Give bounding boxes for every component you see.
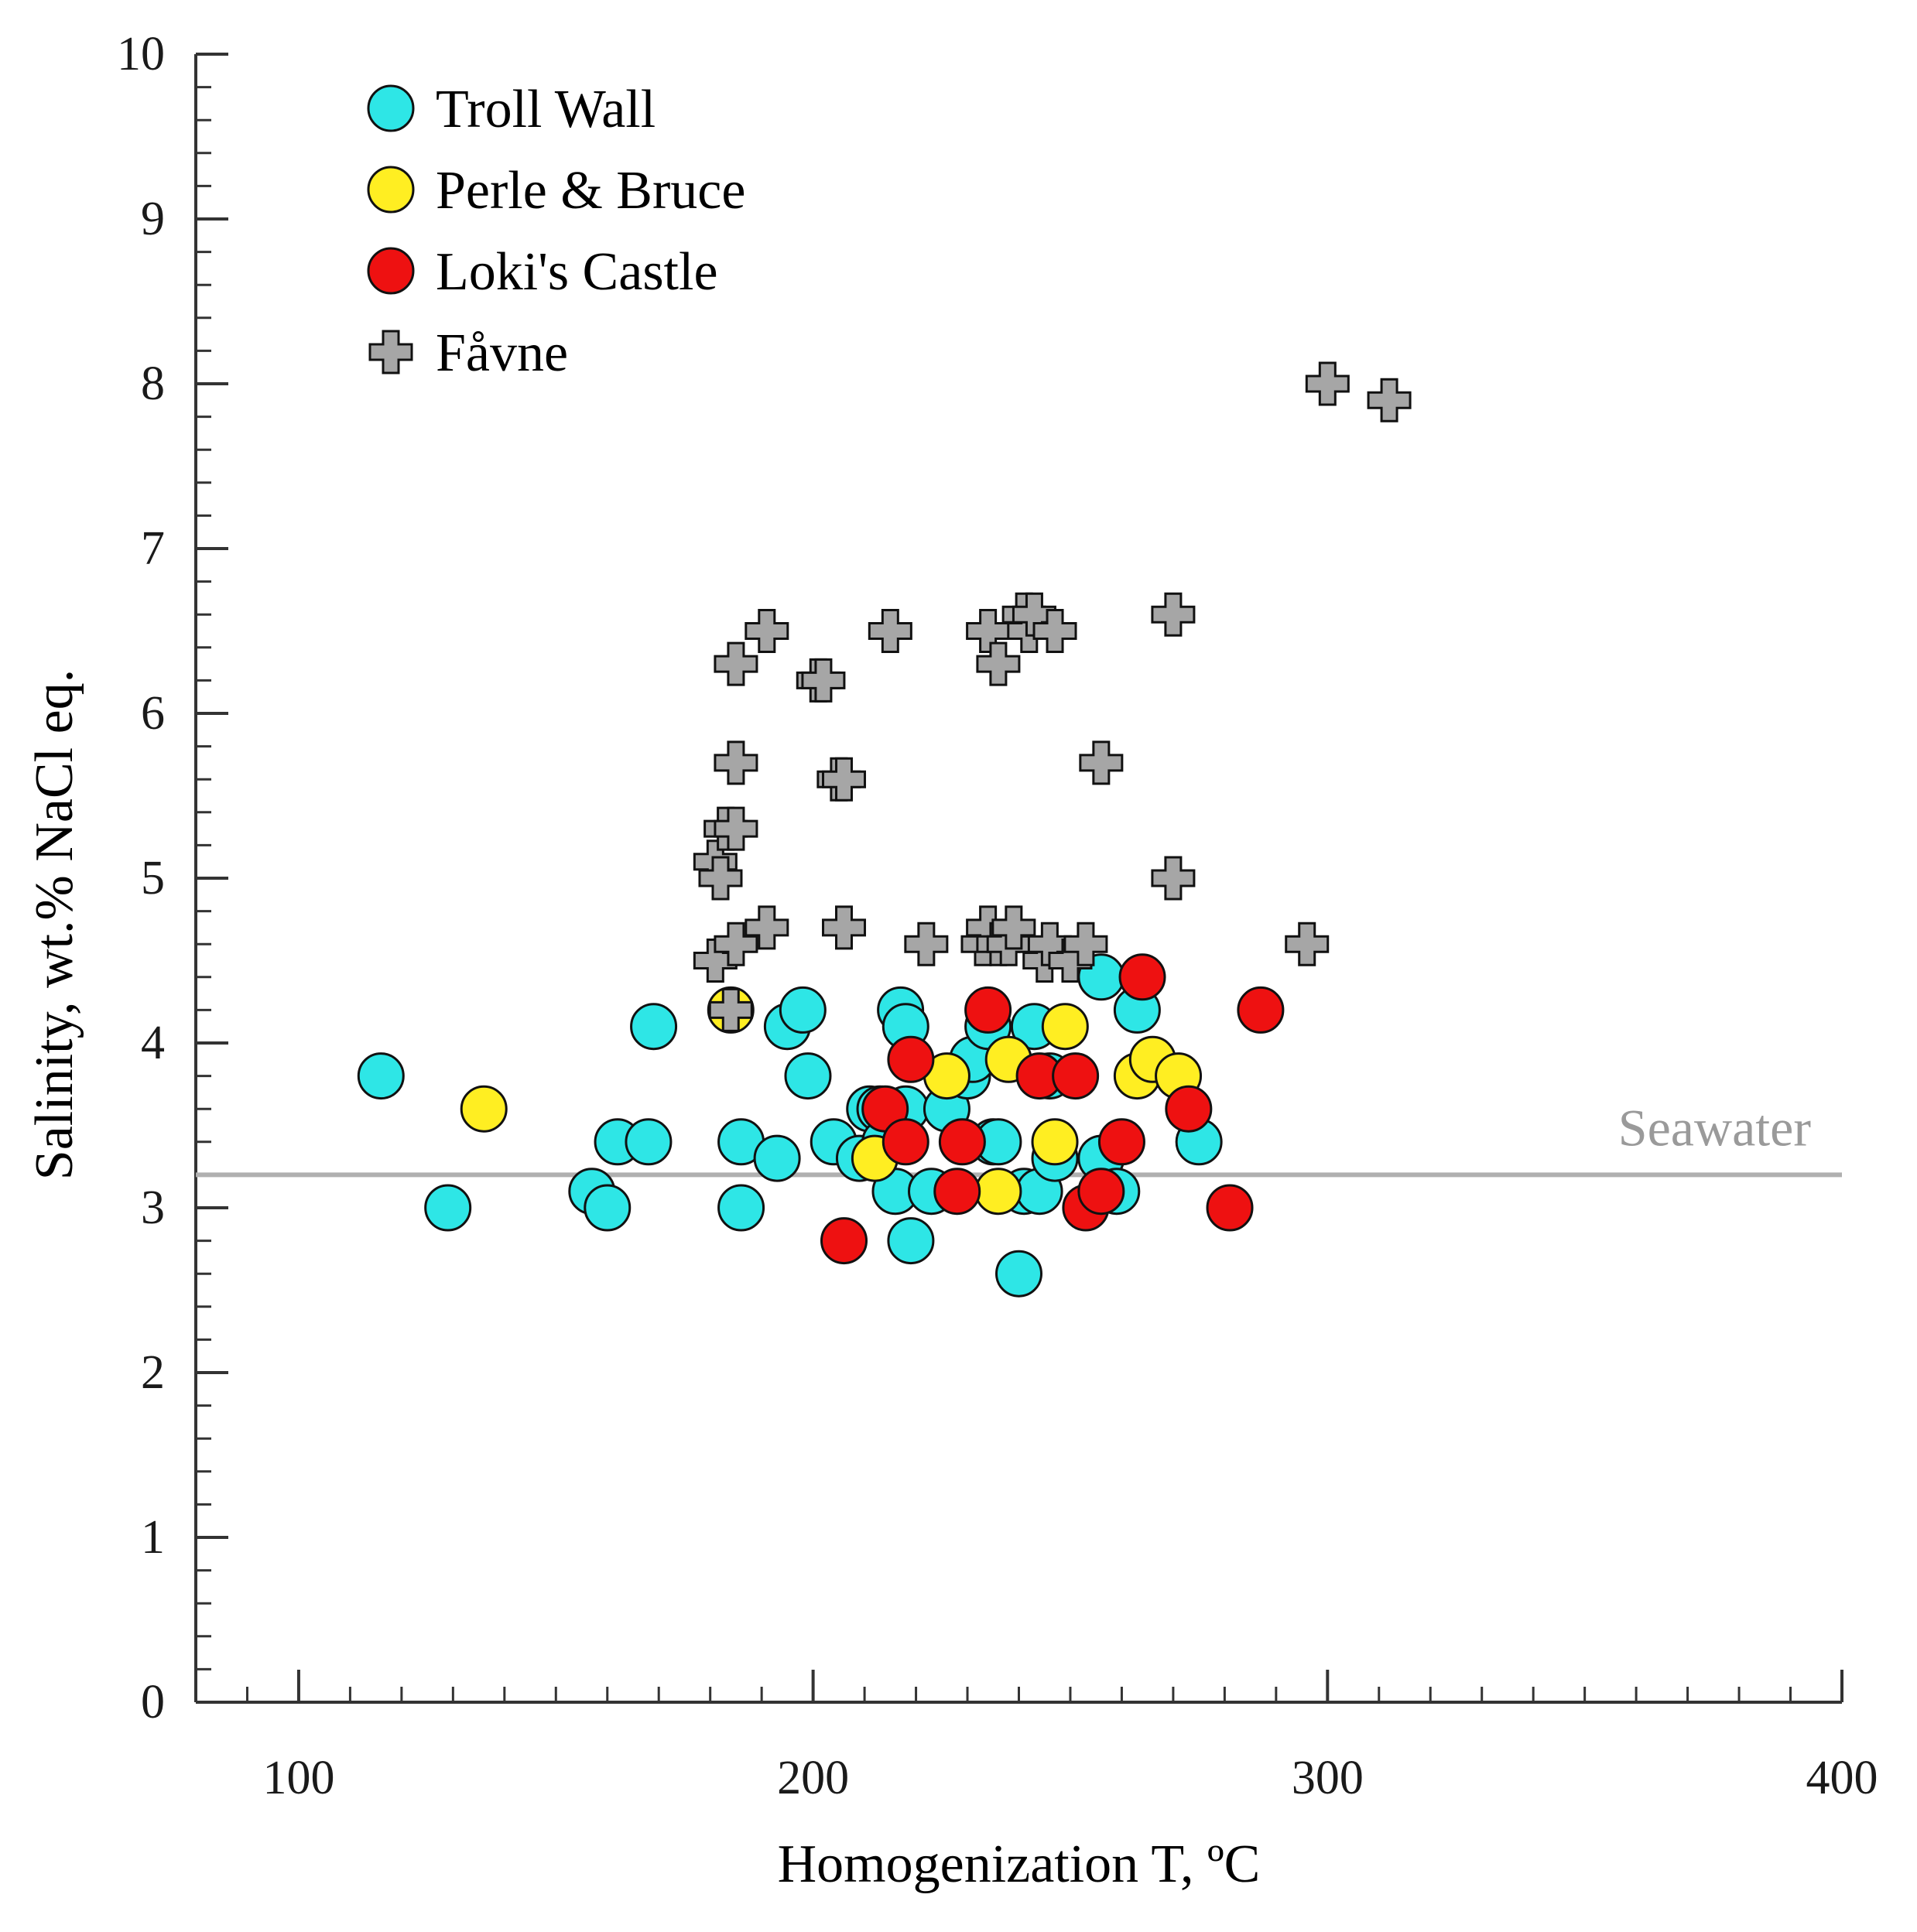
perle-bruce-point bbox=[974, 1168, 1022, 1216]
favne-point bbox=[1305, 361, 1350, 406]
favne-point bbox=[1285, 922, 1330, 966]
lokis-castle-point bbox=[933, 1168, 981, 1216]
troll-wall-point bbox=[584, 1184, 632, 1232]
legend-label: Fåvne bbox=[436, 323, 568, 383]
lokis-castle-point bbox=[938, 1118, 986, 1166]
troll-wall-point bbox=[424, 1184, 472, 1232]
x-tick-label: 100 bbox=[262, 1752, 334, 1804]
lokis-castle-point bbox=[1206, 1184, 1254, 1232]
favne-point bbox=[976, 641, 1021, 686]
favne-point bbox=[991, 905, 1036, 950]
y-tick-label: 5 bbox=[141, 852, 165, 904]
lokis-castle-point bbox=[820, 1217, 868, 1265]
favne-point bbox=[822, 905, 867, 950]
axes: 0 1 2 3 4 5 6 7 8 9 10 100 200 300 400 bbox=[117, 28, 1878, 1804]
lokis-castle-point bbox=[1237, 986, 1285, 1034]
favne-point bbox=[745, 905, 789, 950]
lokis-castle-point bbox=[881, 1118, 929, 1166]
y-tick-label: 3 bbox=[141, 1181, 165, 1234]
favne-point bbox=[1151, 592, 1196, 637]
legend-marker bbox=[368, 330, 413, 374]
y-tick-label: 7 bbox=[141, 522, 165, 575]
favne-point bbox=[714, 922, 758, 966]
y-tick-label: 0 bbox=[141, 1676, 165, 1729]
favne-point bbox=[822, 757, 867, 802]
legend-label: Loki's Castle bbox=[436, 242, 718, 302]
perle-bruce-point bbox=[460, 1085, 508, 1133]
lokis-castle-point bbox=[964, 986, 1012, 1034]
axis-titles: Homogenization T, ºC Salinity, wt.% NaCl… bbox=[25, 669, 1260, 1894]
y-tick-label: 2 bbox=[141, 1346, 165, 1399]
lokis-castle-point bbox=[1077, 1168, 1125, 1216]
lokis-castle-points bbox=[820, 953, 1285, 1265]
legend-marker bbox=[367, 84, 415, 132]
troll-wall-point bbox=[995, 1250, 1042, 1298]
troll-wall-point bbox=[784, 1052, 832, 1100]
favne-point bbox=[1032, 609, 1077, 653]
favne-point bbox=[1151, 856, 1196, 901]
perle-bruce-point bbox=[1031, 1118, 1079, 1166]
y-tick-label: 8 bbox=[141, 357, 165, 410]
y-tick-label: 6 bbox=[141, 687, 165, 740]
favne-point bbox=[868, 609, 912, 653]
troll-wall-point bbox=[625, 1118, 673, 1166]
troll-wall-point bbox=[779, 986, 827, 1034]
legend-label: Perle & Bruce bbox=[436, 161, 745, 221]
y-axis-title: Salinity, wt.% NaCl eq. bbox=[25, 669, 84, 1180]
x-tick-label: 400 bbox=[1806, 1752, 1878, 1804]
lokis-castle-point bbox=[1052, 1052, 1100, 1100]
troll-wall-point bbox=[887, 1217, 935, 1265]
legend-marker bbox=[367, 247, 415, 295]
troll-wall-point bbox=[357, 1052, 405, 1100]
data-points bbox=[357, 361, 1412, 1298]
favne-point bbox=[745, 609, 789, 653]
y-tick-label: 9 bbox=[141, 193, 165, 245]
x-tick-label: 300 bbox=[1292, 1752, 1364, 1804]
lokis-castle-point bbox=[1118, 953, 1166, 1001]
favne-point bbox=[904, 922, 949, 966]
troll-wall-point bbox=[717, 1184, 765, 1232]
favne-point bbox=[801, 658, 846, 703]
y-tick-label: 1 bbox=[141, 1511, 165, 1564]
seawater-label: Seawater bbox=[1618, 1098, 1812, 1157]
favne-points bbox=[693, 361, 1412, 1032]
favne-point bbox=[714, 740, 758, 785]
x-tick-label: 200 bbox=[777, 1752, 849, 1804]
lokis-castle-point bbox=[887, 1035, 935, 1083]
troll-wall-point bbox=[630, 1003, 678, 1051]
lokis-castle-point bbox=[1097, 1118, 1145, 1166]
favne-point bbox=[698, 856, 743, 901]
legend-marker bbox=[367, 166, 415, 214]
y-tick-label: 4 bbox=[141, 1017, 165, 1069]
troll-wall-point bbox=[753, 1134, 801, 1182]
favne-point bbox=[708, 987, 753, 1032]
lokis-castle-point bbox=[1165, 1085, 1213, 1133]
legend-label: Troll Wall bbox=[436, 80, 656, 139]
favne-point bbox=[1367, 378, 1412, 422]
perle-bruce-point bbox=[1041, 1003, 1089, 1051]
favne-point bbox=[1063, 922, 1108, 966]
x-axis-title: Homogenization T, ºC bbox=[778, 1835, 1261, 1894]
favne-point bbox=[714, 806, 758, 851]
favne-point bbox=[1079, 740, 1124, 785]
y-tick-label: 10 bbox=[117, 28, 165, 80]
favne-point bbox=[714, 641, 758, 686]
legend: Troll Wall Perle & Bruce Loki's Castle Fåvn… bbox=[367, 80, 745, 383]
